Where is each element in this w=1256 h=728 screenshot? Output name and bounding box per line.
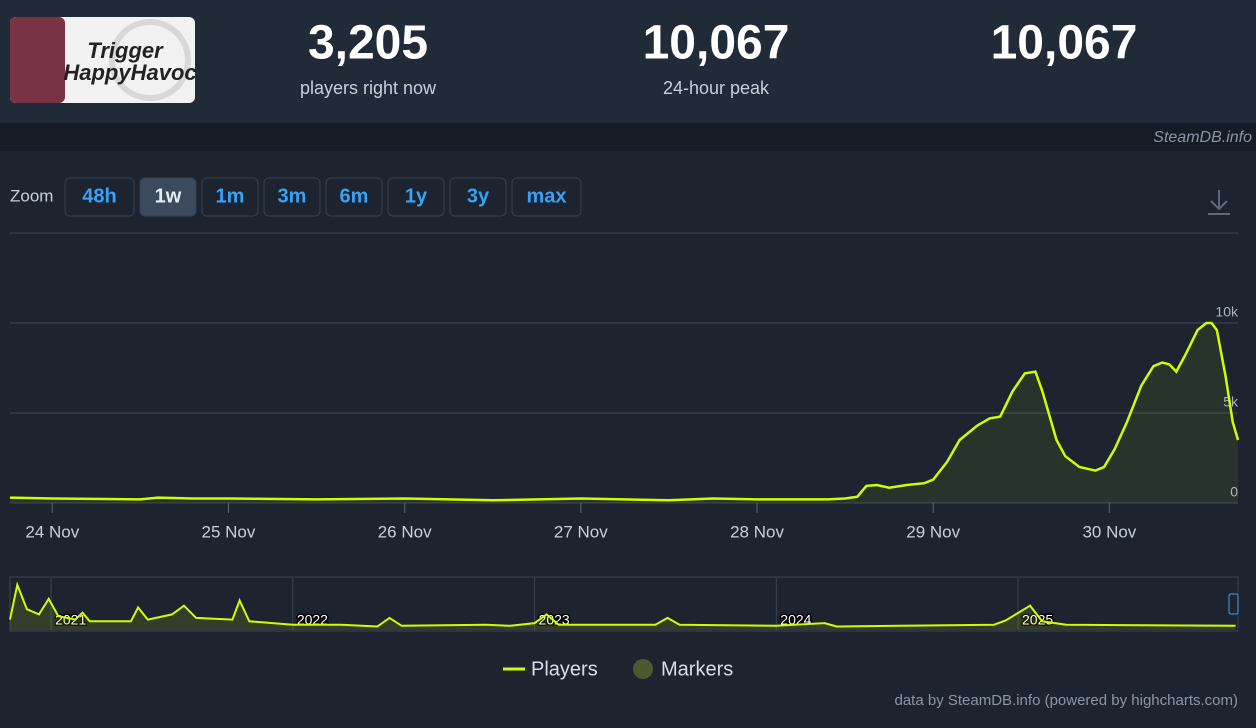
zoom-button[interactable] <box>201 177 259 217</box>
header-bg <box>0 0 1256 123</box>
x-tick-label: 27 Nov <box>554 522 608 541</box>
zoom-button-label[interactable]: 3y <box>467 185 490 207</box>
logo-art <box>10 17 65 103</box>
banner-text: SteamDB.info <box>1153 129 1252 146</box>
zoom-button[interactable] <box>511 177 582 217</box>
zoom-button-label[interactable]: 48h <box>82 185 116 207</box>
x-tick-label: 26 Nov <box>378 522 432 541</box>
zoom-button-label[interactable]: 3m <box>278 185 307 207</box>
y-tick-label: 5k <box>1223 394 1239 410</box>
x-tick-label: 30 Nov <box>1082 522 1136 541</box>
icon-stroke <box>1210 200 1228 211</box>
legend-label[interactable]: Markers <box>661 658 733 680</box>
zoom-button[interactable] <box>139 177 197 217</box>
credits: data by SteamDB.info (powered by highcha… <box>895 692 1239 709</box>
logo-ring <box>109 19 191 101</box>
zoom-button-label[interactable]: 1m <box>216 185 245 207</box>
zoom-button[interactable] <box>263 177 321 217</box>
zoom-button[interactable] <box>325 177 383 217</box>
logo-text: HappyHavoc <box>63 60 196 85</box>
x-tick-label: 25 Nov <box>202 522 256 541</box>
stat-value: 3,205 <box>308 17 428 70</box>
zoom-label: Zoom <box>10 186 53 205</box>
zoom-button[interactable] <box>64 177 135 217</box>
navigator-line <box>9 581 1236 628</box>
stat-label: players right now <box>300 78 437 98</box>
zoom-button[interactable] <box>387 177 445 217</box>
x-tick-label: 29 Nov <box>906 522 960 541</box>
legend-label[interactable]: Players <box>531 658 598 680</box>
zoom-button-label[interactable]: max <box>526 185 566 207</box>
navigator-label: 2025 <box>1022 612 1053 628</box>
logo-text: Trigger <box>87 38 164 63</box>
y-tick-label: 0 <box>1230 484 1238 500</box>
navigator-handle[interactable] <box>1228 593 1239 615</box>
stat-value: 10,067 <box>643 17 790 70</box>
area-fill <box>10 323 1238 503</box>
stat-label: 24-hour peak <box>663 78 770 98</box>
zoom-button[interactable] <box>449 177 507 217</box>
zoom-button-label[interactable]: 1y <box>405 185 428 207</box>
zoom-button-label[interactable]: 6m <box>340 185 369 207</box>
y-tick-label: 10k <box>1215 304 1239 320</box>
banner-bg <box>0 123 1256 151</box>
legend-symbol <box>633 659 653 679</box>
x-tick-label: 24 Nov <box>25 522 79 541</box>
x-tick-label: 28 Nov <box>730 522 784 541</box>
download-icon[interactable] <box>1208 190 1230 215</box>
zoom-button-label[interactable]: 1w <box>155 185 182 207</box>
series-line <box>9 321 1240 502</box>
stat-value: 10,067 <box>991 17 1138 70</box>
